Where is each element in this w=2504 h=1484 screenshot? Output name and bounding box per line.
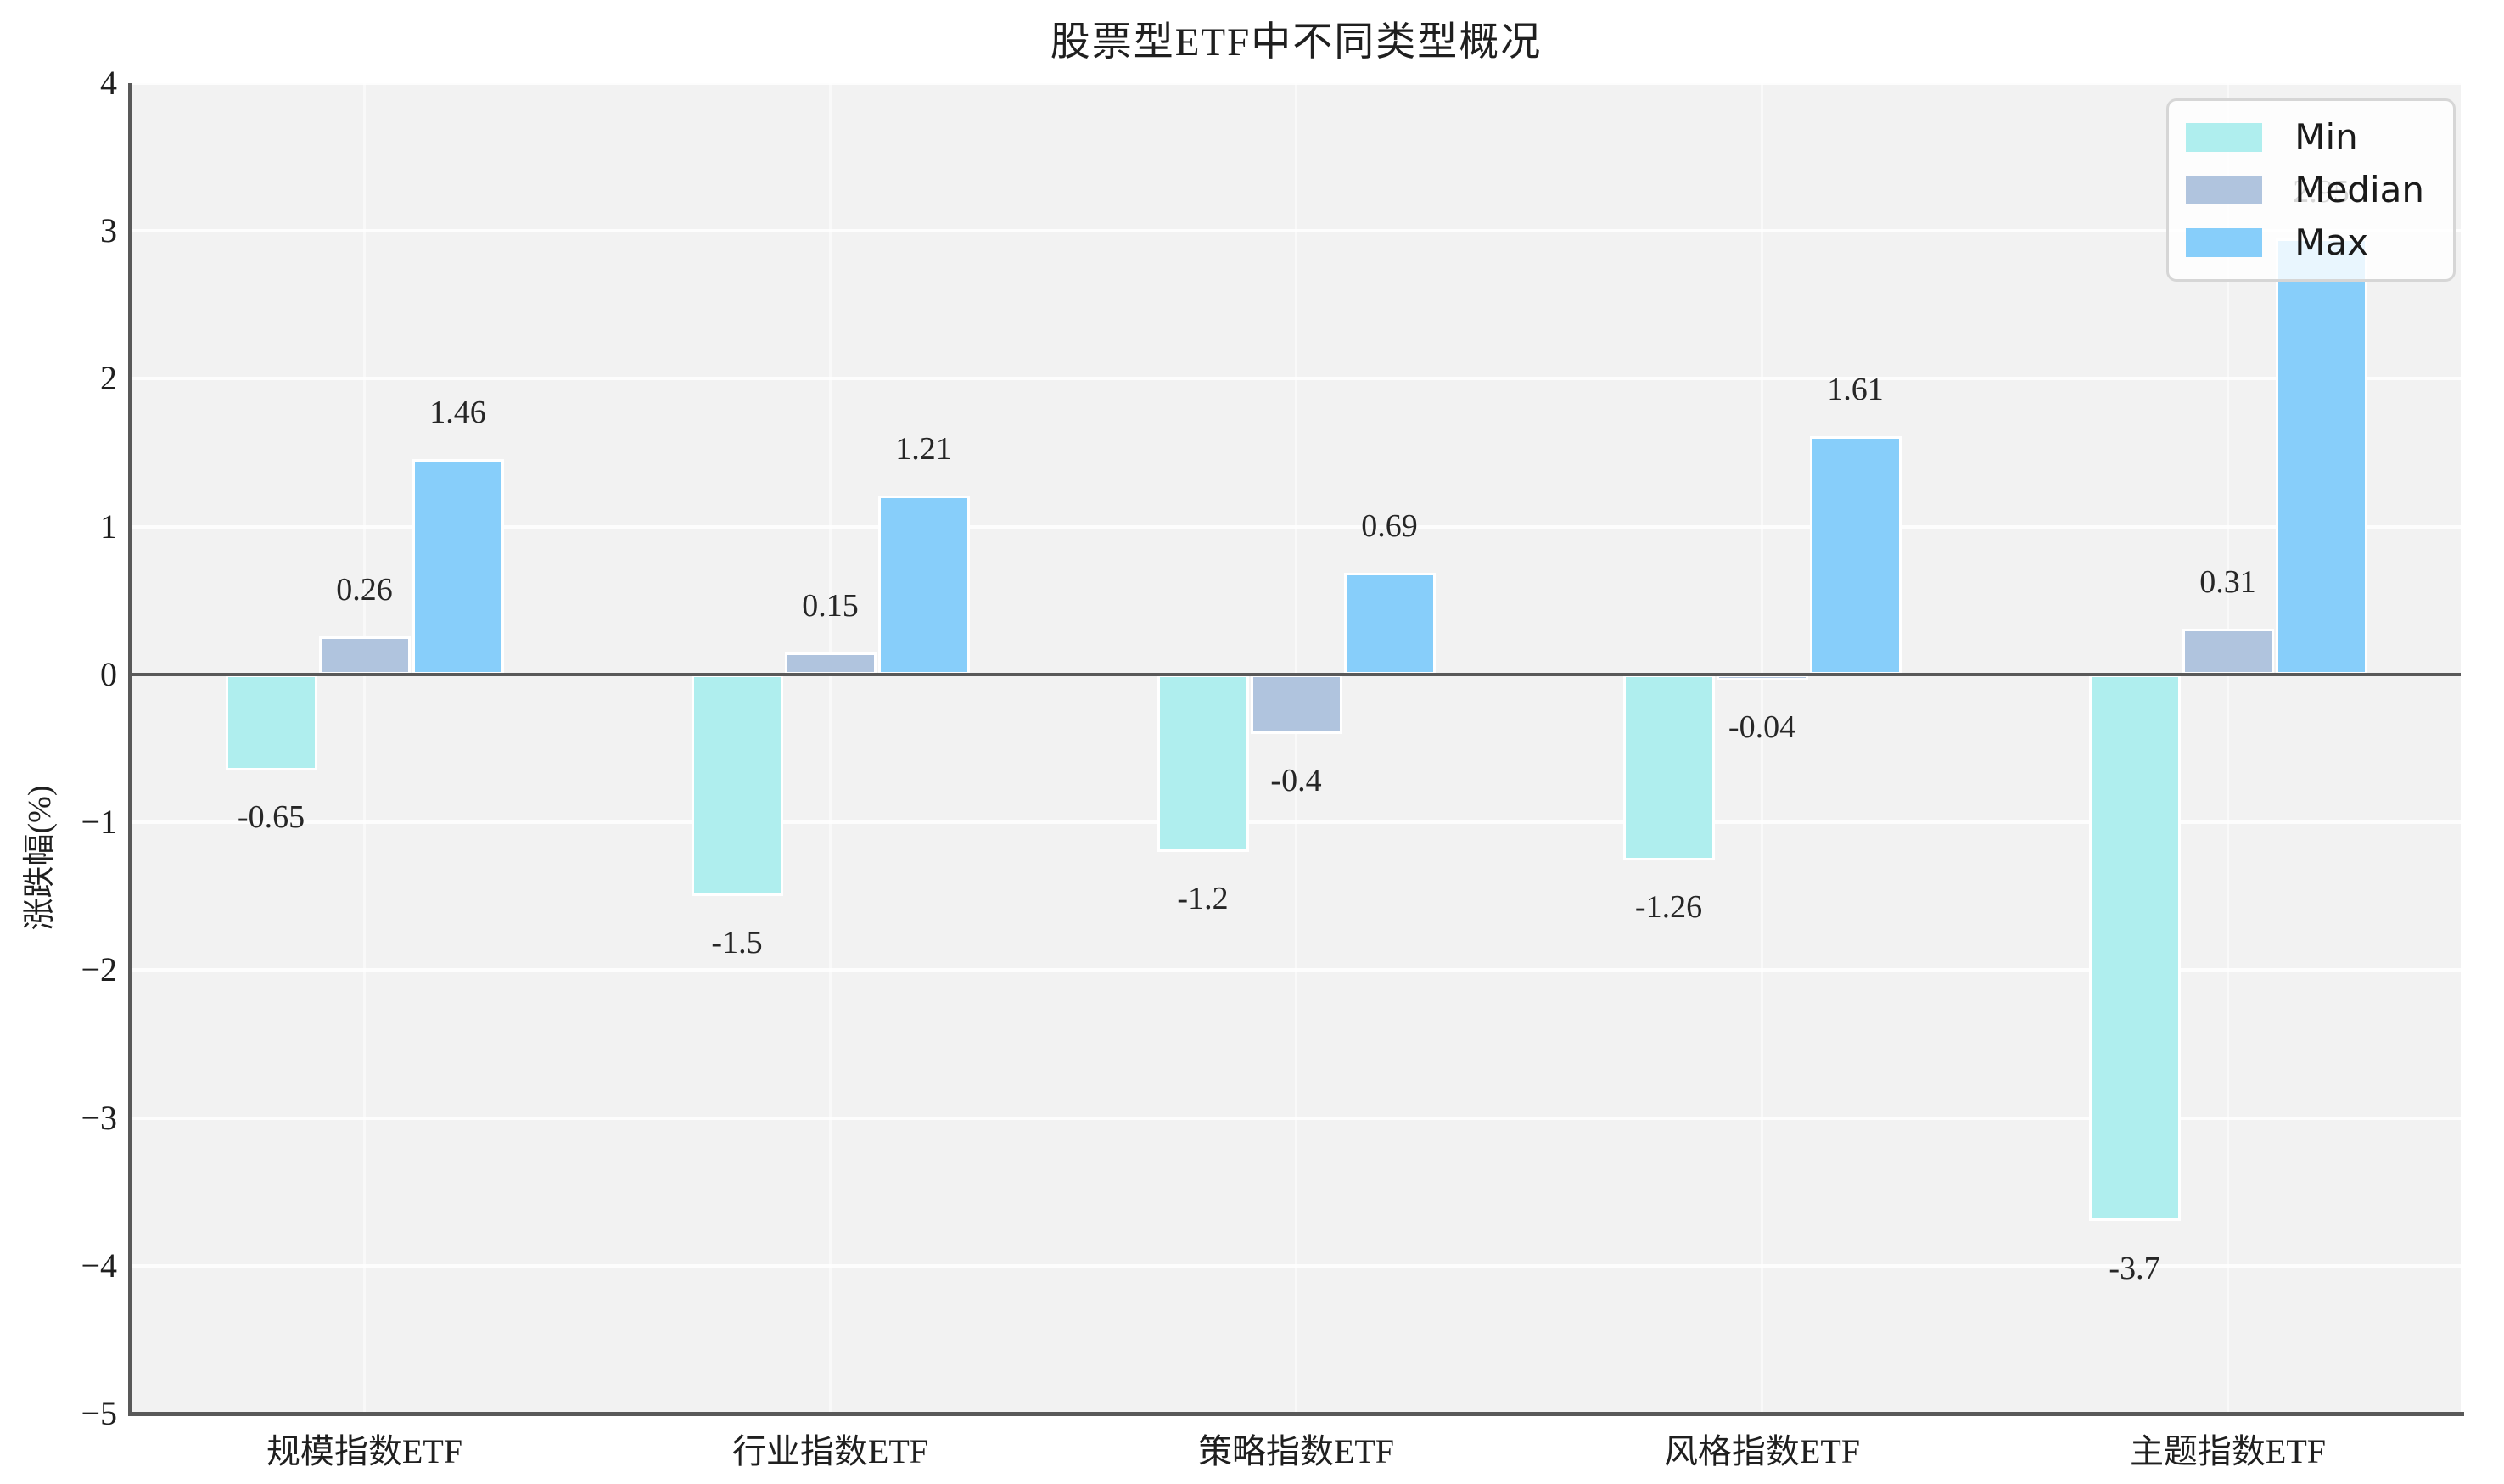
y-tick-label: −5: [81, 1394, 117, 1432]
bar-value-label: 0.69: [1361, 507, 1418, 544]
y-tick-label: −3: [81, 1098, 117, 1137]
gridline-v: [2227, 83, 2229, 1414]
bar-min-2: [1157, 674, 1249, 852]
bar-value-label: 0.26: [336, 571, 393, 608]
bar-value-label: 0.15: [802, 587, 859, 624]
bar-min-3: [1622, 674, 1715, 861]
legend-swatch-min: [2186, 123, 2263, 152]
x-tick-label: 行业指数ETF: [731, 1432, 929, 1470]
legend-swatch-median: [2186, 176, 2263, 204]
bar-median-4: [2182, 628, 2274, 675]
y-tick-label: 2: [100, 359, 117, 398]
bar-value-label: -0.04: [1728, 708, 1796, 745]
y-tick-label: 1: [100, 507, 117, 546]
bar-value-label: -1.5: [711, 925, 763, 961]
legend: Min Median Max: [2166, 98, 2456, 282]
bar-median-0: [318, 636, 411, 675]
legend-label: Median: [2294, 169, 2424, 210]
chart-title: 股票型ETF中不同类型概况: [1050, 20, 1543, 64]
x-tick-label: 主题指数ETF: [2129, 1432, 2327, 1470]
y-tick-label: −4: [81, 1246, 117, 1285]
bar-max-4: [2275, 238, 2367, 675]
bar-min-0: [225, 674, 317, 771]
y-axis-spine: [128, 83, 132, 1414]
y-tick-label: −2: [81, 950, 117, 989]
bar-value-label: 0.31: [2199, 563, 2256, 600]
y-tick-label: 0: [100, 654, 117, 693]
bar-value-label: 1.46: [429, 394, 486, 430]
legend-swatch-max: [2186, 228, 2263, 257]
y-tick-label: 4: [100, 64, 117, 102]
bar-median-2: [1250, 674, 1342, 734]
zero-line: [132, 672, 2461, 676]
gridline-v: [1761, 83, 1763, 1414]
bar-min-1: [691, 674, 783, 897]
gridline-v: [1295, 83, 1297, 1414]
bar-value-label: -1.2: [1177, 880, 1229, 916]
bar-value-label: 1.21: [895, 431, 952, 468]
bar-value-label: -1.26: [1634, 889, 1703, 926]
gridline-v: [829, 83, 832, 1414]
bar-value-label: 1.61: [1827, 372, 1884, 408]
x-tick-label: 风格指数ETF: [1663, 1432, 1861, 1470]
x-tick-label: 规模指数ETF: [266, 1432, 463, 1470]
plot-area: Min Median Max -0.65 -1.5 -1.2 -1.26 -3.7 0.26 0…: [132, 81, 2461, 1415]
bar-min-4: [2088, 674, 2181, 1222]
bar-max-0: [412, 458, 504, 675]
legend-item-max: Max: [2186, 221, 2424, 264]
gridline-v: [363, 83, 366, 1414]
bar-median-1: [784, 652, 877, 675]
bar-max-3: [1809, 436, 1902, 675]
bar-value-label: -0.4: [1270, 762, 1322, 798]
legend-item-min: Min: [2186, 116, 2424, 159]
legend-label: Min: [2294, 116, 2358, 158]
legend-item-median: Median: [2186, 169, 2424, 211]
bar-max-2: [1343, 572, 1436, 675]
bar-value-label: -3.7: [2109, 1250, 2160, 1286]
x-axis-spine: [128, 1412, 2464, 1416]
y-tick-label: 3: [100, 211, 117, 250]
bar-value-label: -0.65: [237, 799, 305, 836]
x-tick-label: 策略指数ETF: [1197, 1432, 1395, 1470]
legend-label: Max: [2294, 221, 2369, 263]
bar-max-1: [877, 496, 970, 675]
y-tick-label: −1: [81, 803, 117, 842]
